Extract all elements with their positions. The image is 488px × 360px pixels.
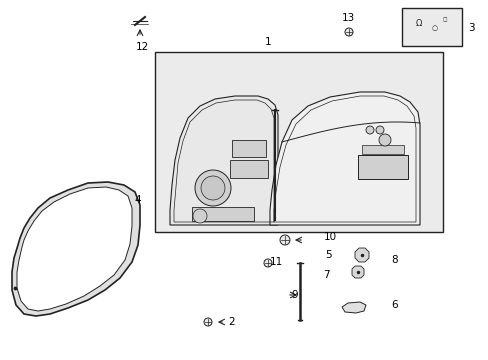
Circle shape [264, 259, 271, 267]
Text: 7: 7 [322, 270, 328, 280]
Polygon shape [170, 96, 278, 225]
Circle shape [378, 134, 390, 146]
Circle shape [280, 235, 289, 245]
Text: 3: 3 [467, 23, 473, 33]
Bar [192, 207, 253, 221]
Bar [155, 52, 442, 232]
Circle shape [195, 170, 230, 206]
Circle shape [365, 126, 373, 134]
Polygon shape [354, 248, 368, 262]
Bar [361, 145, 403, 154]
Text: 5: 5 [324, 250, 331, 260]
Text: 12: 12 [135, 42, 148, 52]
Text: 1: 1 [264, 37, 271, 47]
Text: ○: ○ [431, 25, 437, 31]
Polygon shape [341, 302, 365, 313]
Text: Ω: Ω [415, 19, 421, 28]
Polygon shape [17, 187, 132, 311]
Circle shape [203, 318, 212, 326]
Circle shape [375, 126, 383, 134]
Polygon shape [269, 92, 419, 225]
Text: 2: 2 [228, 317, 235, 327]
Circle shape [345, 28, 352, 36]
Text: 9: 9 [291, 290, 298, 300]
Text: 13: 13 [341, 13, 354, 23]
Text: 10: 10 [323, 232, 336, 242]
Text: 6: 6 [391, 300, 398, 310]
Polygon shape [12, 182, 140, 316]
Circle shape [201, 176, 224, 200]
Bar [401, 8, 461, 46]
Bar [231, 140, 265, 157]
Bar [229, 160, 267, 178]
Bar [357, 155, 407, 179]
Text: 11: 11 [269, 257, 282, 267]
Text: 8: 8 [391, 255, 398, 265]
Polygon shape [351, 266, 363, 278]
Text: ◻: ◻ [442, 18, 447, 22]
Text: 4: 4 [134, 195, 141, 205]
Circle shape [193, 209, 206, 223]
